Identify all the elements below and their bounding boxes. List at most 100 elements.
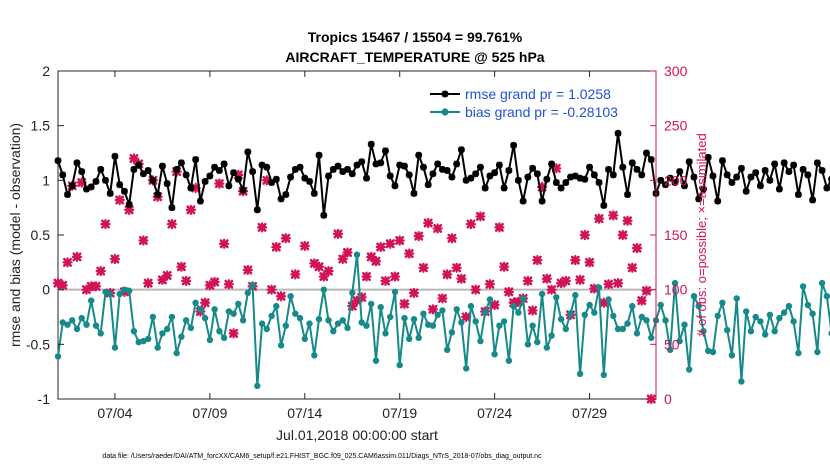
obs-count-marker (385, 238, 396, 249)
obs-count-marker (608, 210, 619, 221)
bias-point (496, 322, 503, 329)
legend-rmse-label: rmse grand pr = 1.0258 (465, 86, 611, 102)
rmse-point (581, 175, 589, 183)
bias-point (576, 370, 584, 378)
rmse-point (287, 173, 294, 181)
bias-point (448, 329, 456, 336)
rmse-point (177, 159, 185, 167)
rmse-point (301, 174, 309, 182)
y-tick-label-left: 0 (42, 282, 50, 298)
rmse-point (325, 172, 332, 180)
bias-point (624, 320, 631, 327)
rmse-point (738, 164, 745, 172)
obs-count-marker (323, 265, 334, 277)
rmse-point (59, 171, 67, 179)
bias-point (239, 317, 247, 324)
bias-point (785, 302, 793, 310)
rmse-point (761, 167, 769, 174)
rmse-point (130, 166, 138, 173)
obs-count-marker (503, 286, 514, 297)
legend-bias-marker (441, 108, 449, 116)
rmse-point (144, 167, 152, 174)
rmse-point (586, 163, 593, 171)
obs-count-marker (437, 293, 448, 304)
bias-point (467, 302, 475, 310)
y-tick-label-left: -0.5 (26, 336, 50, 352)
bias-point (235, 300, 242, 308)
y-tick-label-right: 100 (664, 282, 688, 298)
rmse-point (733, 173, 741, 181)
bias-point (339, 317, 346, 324)
bias-point (73, 325, 81, 333)
chart-title-line2: AIRCRAFT_TEMPERATURE @ 525 hPa (285, 49, 544, 65)
obs-count-marker (465, 218, 477, 230)
bias-point (614, 325, 622, 333)
rmse-point (752, 169, 760, 177)
bias-point (334, 320, 342, 327)
bias-point (420, 310, 427, 317)
bias-point (220, 334, 228, 341)
rmse-point (78, 168, 86, 175)
bias-point (524, 341, 532, 348)
bias-point (581, 311, 588, 318)
y-tick-label-right: 0 (664, 391, 672, 407)
obs-count-marker (62, 257, 73, 268)
obs-count-marker (275, 291, 287, 302)
obs-count-marker (209, 276, 220, 288)
rmse-point (671, 179, 679, 186)
rmse-point (638, 171, 646, 179)
obs-count-marker (423, 217, 434, 229)
obs-count-marker (574, 274, 586, 285)
obs-count-marker (214, 178, 225, 189)
y-tick-label-left: 2 (42, 63, 50, 79)
rmse-point (557, 184, 565, 192)
bias-point (804, 301, 812, 309)
y-tick-label-left: 1 (42, 172, 50, 188)
rmse-point (747, 173, 755, 181)
rmse-point (529, 164, 537, 172)
rmse-point (590, 171, 598, 179)
bias-point (107, 290, 114, 298)
bias-point (349, 289, 356, 297)
bias-point (562, 325, 569, 333)
y-tick-label-right: 50 (664, 336, 680, 352)
bias-point (296, 314, 304, 322)
bias-point (363, 322, 370, 329)
rmse-point (201, 178, 209, 185)
y-tick-label-right: 300 (664, 63, 688, 79)
rmse-point (429, 170, 437, 178)
rmse-point (495, 161, 503, 169)
rmse-point (647, 156, 655, 163)
bias-point (249, 282, 256, 289)
x-tick-label: 07/19 (382, 405, 417, 421)
bias-point (477, 337, 484, 345)
obs-count-marker (185, 204, 196, 215)
rmse-point (538, 197, 546, 205)
bias-point (799, 283, 807, 290)
rmse-point (334, 162, 342, 170)
rmse-point (448, 173, 456, 181)
rmse-point (230, 169, 238, 177)
bias-point (500, 318, 508, 325)
rmse-point (73, 159, 81, 167)
obs-count-marker (162, 270, 173, 281)
rmse-point (358, 158, 366, 166)
obs-count-marker (612, 278, 624, 289)
rmse-point (794, 191, 802, 198)
obs-count-marker (181, 275, 192, 287)
rmse-point (524, 173, 532, 181)
legend-bias-label: bias grand pr = -0.28103 (465, 104, 618, 120)
bias-point (368, 300, 375, 308)
obs-count-marker (442, 269, 453, 280)
chart-title-line1: Tropics 15467 / 15504 = 99.761% (308, 29, 523, 45)
rmse-point (111, 152, 119, 160)
bias-point (168, 313, 176, 321)
rmse-point (813, 159, 821, 167)
obs-count-marker (541, 273, 552, 284)
bias-point (216, 328, 223, 335)
obs-count-marker (71, 251, 83, 262)
bias-point (206, 336, 214, 344)
rmse-point (609, 171, 617, 179)
obs-count-marker (109, 253, 121, 265)
